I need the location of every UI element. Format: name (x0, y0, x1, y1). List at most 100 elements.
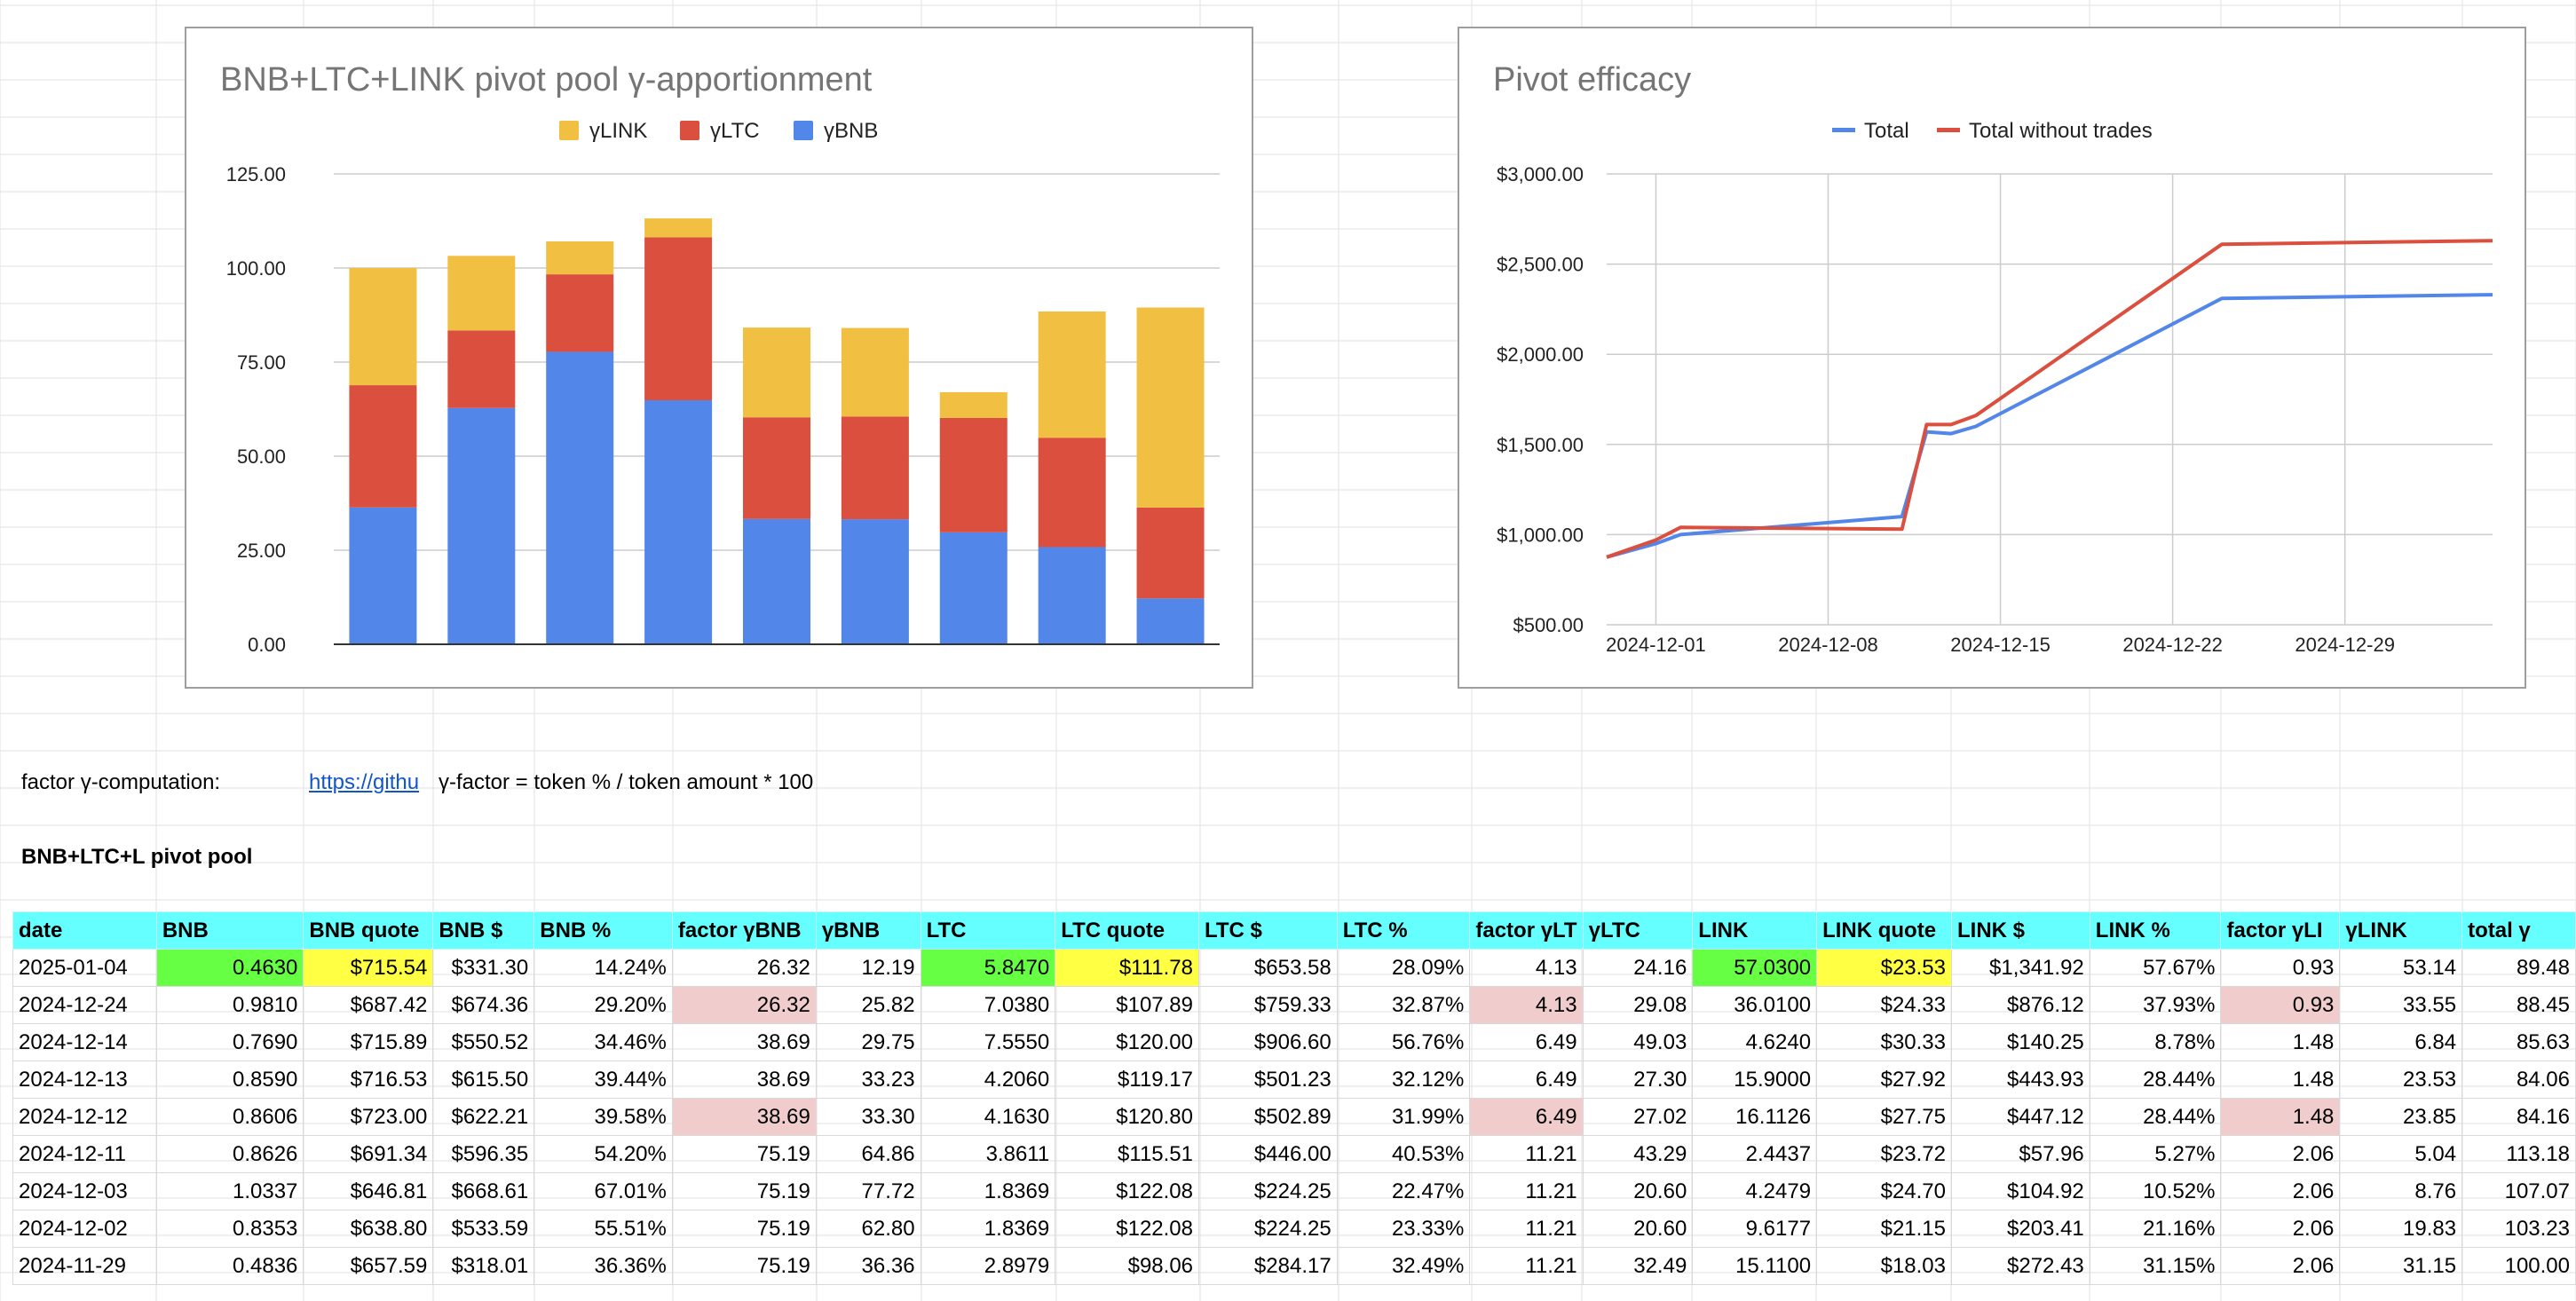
table-cell[interactable]: 84.16 (2461, 1098, 2576, 1136)
header-cell[interactable]: LTC (920, 911, 1056, 950)
table-cell[interactable]: 5.8470 (920, 949, 1056, 987)
table-cell[interactable]: 28.09% (1336, 949, 1471, 987)
header-cell[interactable]: LTC % (1336, 911, 1471, 950)
table-cell[interactable]: 0.8590 (155, 1061, 304, 1099)
table-cell[interactable]: $122.08 (1055, 1210, 1200, 1248)
table-cell[interactable]: 2024-12-03 (12, 1172, 157, 1210)
table-cell[interactable]: $23.72 (1816, 1135, 1952, 1173)
table-cell[interactable]: 4.1630 (920, 1098, 1056, 1136)
table-cell[interactable]: 6.49 (1469, 1023, 1584, 1061)
table-cell[interactable]: 2.06 (2220, 1135, 2341, 1173)
table-cell[interactable]: $715.54 (303, 949, 434, 987)
header-cell[interactable]: γLINK (2339, 911, 2463, 950)
table-cell[interactable]: 4.6240 (1692, 1023, 1818, 1061)
table-cell[interactable]: 2.8979 (920, 1247, 1056, 1285)
table-cell[interactable]: $687.42 (303, 986, 434, 1024)
table-cell[interactable]: 36.36% (533, 1247, 673, 1285)
table-cell[interactable]: $715.89 (303, 1023, 434, 1061)
table-cell[interactable]: 89.48 (2461, 949, 2576, 987)
table-cell[interactable]: 85.63 (2461, 1023, 2576, 1061)
table-cell[interactable]: $318.01 (432, 1247, 535, 1285)
table-cell[interactable]: $502.89 (1198, 1098, 1338, 1136)
table-cell[interactable]: 0.4836 (155, 1247, 304, 1285)
table-cell[interactable]: 67.01% (533, 1172, 673, 1210)
table-cell[interactable]: 36.0100 (1692, 986, 1818, 1024)
header-cell[interactable]: total γ (2461, 911, 2576, 950)
header-cell[interactable]: LINK quote (1816, 911, 1952, 950)
gamma-apportionment-chart[interactable]: BNB+LTC+LINK pivot pool γ-apportionment γ… (185, 27, 1253, 689)
table-cell[interactable]: 38.69 (671, 1098, 817, 1136)
table-cell[interactable]: 32.49% (1336, 1247, 1471, 1285)
table-cell[interactable]: 4.2479 (1692, 1172, 1818, 1210)
table-cell[interactable]: $501.23 (1198, 1061, 1338, 1099)
table-cell[interactable]: 75.19 (671, 1135, 817, 1173)
table-cell[interactable]: $24.70 (1816, 1172, 1952, 1210)
header-cell[interactable]: γBNB (815, 911, 921, 950)
table-cell[interactable]: 29.20% (533, 986, 673, 1024)
table-cell[interactable]: $906.60 (1198, 1023, 1338, 1061)
table-cell[interactable]: 43.29 (1582, 1135, 1694, 1173)
table-cell[interactable]: 3.8611 (920, 1135, 1056, 1173)
github-link[interactable]: https://githu (309, 770, 420, 794)
table-cell[interactable]: 21.16% (2089, 1210, 2222, 1248)
table-cell[interactable]: 33.23 (815, 1061, 921, 1099)
table-cell[interactable]: $759.33 (1198, 986, 1338, 1024)
table-cell[interactable]: 32.87% (1336, 986, 1471, 1024)
table-cell[interactable]: $104.92 (1951, 1172, 2090, 1210)
table-cell[interactable]: 64.86 (815, 1135, 921, 1173)
table-cell[interactable]: 2024-12-14 (12, 1023, 157, 1061)
header-cell[interactable]: BNB $ (432, 911, 535, 950)
table-cell[interactable]: $447.12 (1951, 1098, 2090, 1136)
table-cell[interactable]: 0.93 (2220, 986, 2341, 1024)
table-cell[interactable]: 22.47% (1336, 1172, 1471, 1210)
table-cell[interactable]: $876.12 (1951, 986, 2090, 1024)
table-cell[interactable]: 113.18 (2461, 1135, 2576, 1173)
table-cell[interactable]: $691.34 (303, 1135, 434, 1173)
table-cell[interactable]: 84.06 (2461, 1061, 2576, 1099)
table-cell[interactable]: 28.44% (2089, 1098, 2222, 1136)
table-cell[interactable]: 0.93 (2220, 949, 2341, 987)
table-cell[interactable]: 37.93% (2089, 986, 2222, 1024)
table-cell[interactable]: $668.61 (432, 1172, 535, 1210)
table-cell[interactable]: 0.8606 (155, 1098, 304, 1136)
table-cell[interactable]: 7.5550 (920, 1023, 1056, 1061)
table-cell[interactable]: $30.33 (1816, 1023, 1952, 1061)
table-cell[interactable]: 0.8626 (155, 1135, 304, 1173)
table-cell[interactable]: 75.19 (671, 1210, 817, 1248)
table-cell[interactable]: 34.46% (533, 1023, 673, 1061)
table-cell[interactable]: $119.17 (1055, 1061, 1200, 1099)
table-cell[interactable]: 0.8353 (155, 1210, 304, 1248)
table-cell[interactable]: 0.9810 (155, 986, 304, 1024)
table-cell[interactable]: 15.1100 (1692, 1247, 1818, 1285)
table-cell[interactable]: 2.4437 (1692, 1135, 1818, 1173)
table-cell[interactable]: 57.67% (2089, 949, 2222, 987)
table-cell[interactable]: $646.81 (303, 1172, 434, 1210)
table-cell[interactable]: $18.03 (1816, 1247, 1952, 1285)
table-cell[interactable]: 2025-01-04 (12, 949, 157, 987)
table-cell[interactable]: $638.80 (303, 1210, 434, 1248)
table-cell[interactable]: $224.25 (1198, 1172, 1338, 1210)
table-cell[interactable]: 75.19 (671, 1172, 817, 1210)
table-cell[interactable]: 57.0300 (1692, 949, 1818, 987)
table-cell[interactable]: 1.8369 (920, 1210, 1056, 1248)
header-cell[interactable]: LINK $ (1951, 911, 2090, 950)
table-cell[interactable]: $272.43 (1951, 1247, 2090, 1285)
table-cell[interactable]: $111.78 (1055, 949, 1200, 987)
table-cell[interactable]: 7.0380 (920, 986, 1056, 1024)
header-cell[interactable]: factor γBNB (671, 911, 817, 950)
table-cell[interactable]: 6.49 (1469, 1098, 1584, 1136)
table-cell[interactable]: 31.15 (2339, 1247, 2463, 1285)
table-cell[interactable]: $98.06 (1055, 1247, 1200, 1285)
table-cell[interactable]: $24.33 (1816, 986, 1952, 1024)
table-cell[interactable]: 9.6177 (1692, 1210, 1818, 1248)
table-cell[interactable]: 36.36 (815, 1247, 921, 1285)
table-cell[interactable]: $203.41 (1951, 1210, 2090, 1248)
table-cell[interactable]: 8.78% (2089, 1023, 2222, 1061)
table-cell[interactable]: 23.85 (2339, 1098, 2463, 1136)
table-cell[interactable]: 12.19 (815, 949, 921, 987)
table-cell[interactable]: 16.1126 (1692, 1098, 1818, 1136)
table-cell[interactable]: 2024-12-12 (12, 1098, 157, 1136)
table-cell[interactable]: 2.06 (2220, 1210, 2341, 1248)
table-cell[interactable]: 39.44% (533, 1061, 673, 1099)
table-cell[interactable]: 2024-11-29 (12, 1247, 157, 1285)
